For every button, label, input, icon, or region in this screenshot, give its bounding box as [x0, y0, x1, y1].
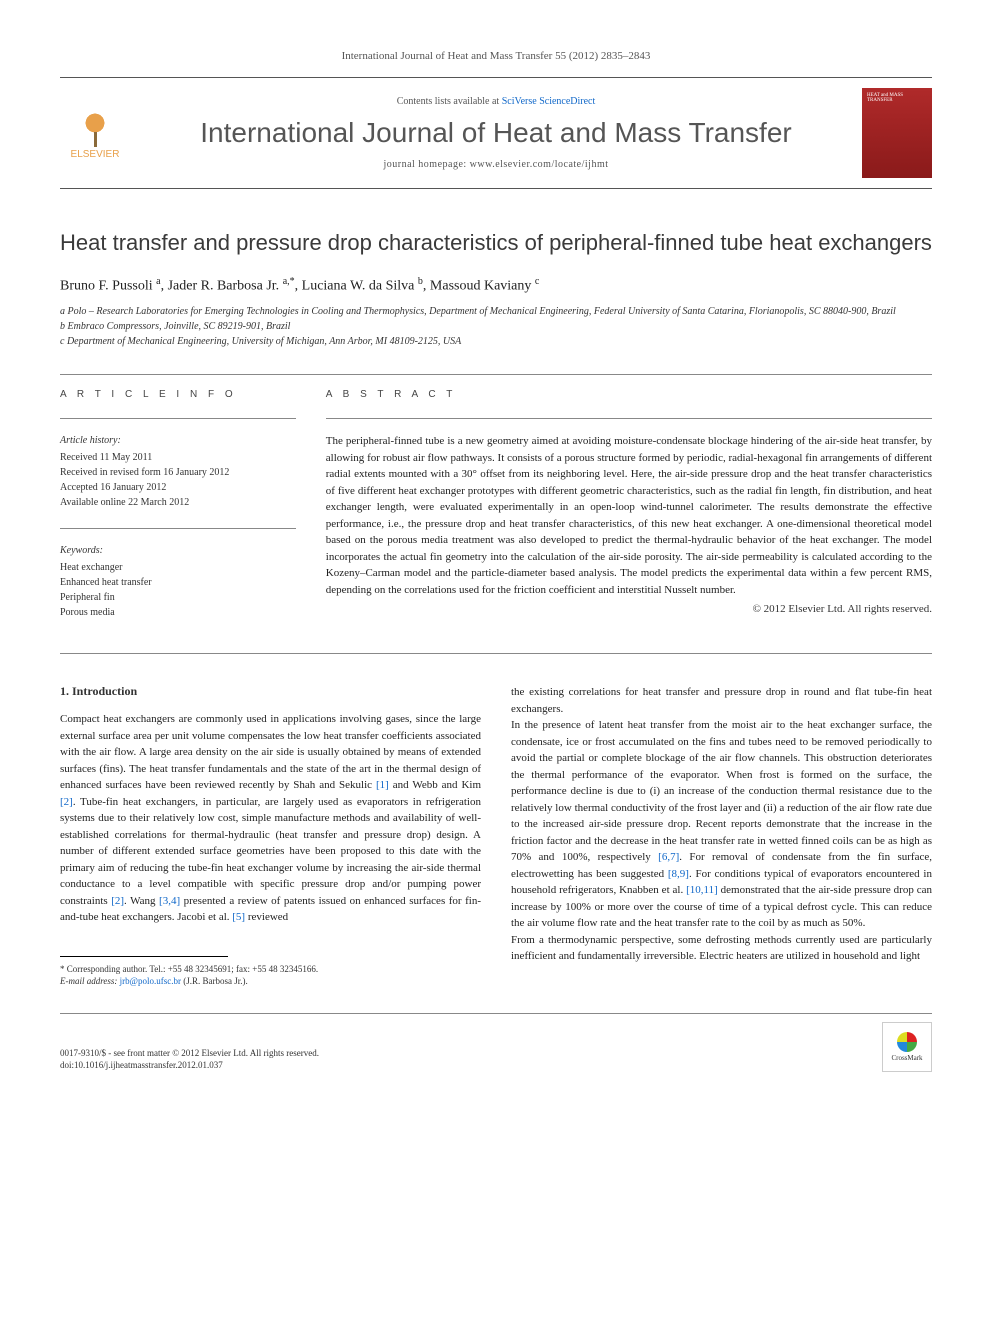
body-left-column: 1. Introduction Compact heat exchangers … [60, 684, 481, 988]
body-paragraph: Compact heat exchangers are commonly use… [60, 711, 481, 926]
body-right-column: the existing correlations for heat trans… [511, 684, 932, 988]
copyright: © 2012 Elsevier Ltd. All rights reserved… [326, 603, 932, 615]
crossmark-badge[interactable]: CrossMark [882, 1022, 932, 1072]
citation-link[interactable]: [10,11] [686, 884, 718, 896]
sciencedirect-link[interactable]: SciVerse ScienceDirect [502, 96, 596, 107]
body-paragraph: the existing correlations for heat trans… [511, 684, 932, 717]
divider [60, 374, 932, 375]
body-paragraph: In the presence of latent heat transfer … [511, 717, 932, 932]
article-info-label: A R T I C L E I N F O [60, 389, 296, 400]
abstract-text: The peripheral-finned tube is a new geom… [326, 433, 932, 598]
keyword: Peripheral fin [60, 590, 296, 605]
journal-header: ELSEVIER Contents lists available at Sci… [60, 77, 932, 189]
citation-link[interactable]: [2] [111, 895, 124, 907]
history-item: Received in revised form 16 January 2012 [60, 465, 296, 480]
citation-link[interactable]: [5] [232, 911, 245, 923]
affiliation: a Polo – Research Laboratories for Emerg… [60, 304, 932, 319]
history-item: Available online 22 March 2012 [60, 495, 296, 510]
body-columns: 1. Introduction Compact heat exchangers … [60, 684, 932, 988]
affiliation: b Embraco Compressors, Joinville, SC 892… [60, 319, 932, 334]
keyword: Porous media [60, 605, 296, 620]
affiliation: c Department of Mechanical Engineering, … [60, 334, 932, 349]
history-item: Accepted 16 January 2012 [60, 480, 296, 495]
journal-title: International Journal of Heat and Mass T… [145, 117, 847, 149]
article-title: Heat transfer and pressure drop characte… [60, 229, 932, 258]
citation-link[interactable]: [2] [60, 796, 73, 808]
footnote-divider [60, 956, 228, 957]
footnote-line: * Corresponding author. Tel.: +55 48 323… [60, 963, 481, 976]
journal-cover-thumbnail: HEAT and MASS TRANSFER [862, 88, 932, 178]
divider [60, 653, 932, 654]
crossmark-icon [897, 1032, 917, 1052]
article-info-column: A R T I C L E I N F O Article history: R… [60, 389, 296, 635]
history-item: Received 11 May 2011 [60, 450, 296, 465]
divider [60, 418, 296, 419]
page-footer: 0017-9310/$ - see front matter © 2012 El… [60, 1013, 932, 1072]
section-heading: 1. Introduction [60, 684, 481, 699]
journal-homepage: journal homepage: www.elsevier.com/locat… [145, 159, 847, 170]
email-label: E-mail address: [60, 976, 117, 986]
issn-line: 0017-9310/$ - see front matter © 2012 El… [60, 1047, 319, 1060]
crossmark-label: CrossMark [891, 1054, 922, 1062]
author-list: Bruno F. Pussoli a, Jader R. Barbosa Jr.… [60, 276, 932, 295]
affiliations: a Polo – Research Laboratories for Emerg… [60, 304, 932, 349]
email-author: (J.R. Barbosa Jr.). [181, 976, 248, 986]
abstract-column: A B S T R A C T The peripheral-finned tu… [326, 389, 932, 635]
divider [326, 418, 932, 419]
keyword: Enhanced heat transfer [60, 575, 296, 590]
citation-link[interactable]: [8,9] [668, 868, 689, 880]
cover-title: HEAT and MASS TRANSFER [867, 93, 927, 103]
citation-link[interactable]: [6,7] [658, 851, 679, 863]
corresponding-author-footnote: * Corresponding author. Tel.: +55 48 323… [60, 963, 481, 988]
keyword: Heat exchanger [60, 560, 296, 575]
keywords-heading: Keywords: [60, 543, 296, 558]
contents-prefix: Contents lists available at [397, 96, 502, 107]
history-heading: Article history: [60, 433, 296, 448]
citation-link[interactable]: [3,4] [159, 895, 180, 907]
author-email-link[interactable]: jrb@polo.ufsc.br [120, 976, 181, 986]
citation-link[interactable]: [1] [376, 779, 389, 791]
publisher-name: ELSEVIER [71, 149, 120, 160]
contents-available: Contents lists available at SciVerse Sci… [145, 96, 847, 107]
divider [60, 528, 296, 529]
publisher-logo: ELSEVIER [60, 98, 130, 168]
body-paragraph: From a thermodynamic perspective, some d… [511, 932, 932, 965]
journal-reference: International Journal of Heat and Mass T… [60, 50, 932, 62]
elsevier-tree-icon [75, 107, 115, 147]
abstract-label: A B S T R A C T [326, 389, 932, 400]
doi-line: doi:10.1016/j.ijheatmasstransfer.2012.01… [60, 1059, 319, 1072]
